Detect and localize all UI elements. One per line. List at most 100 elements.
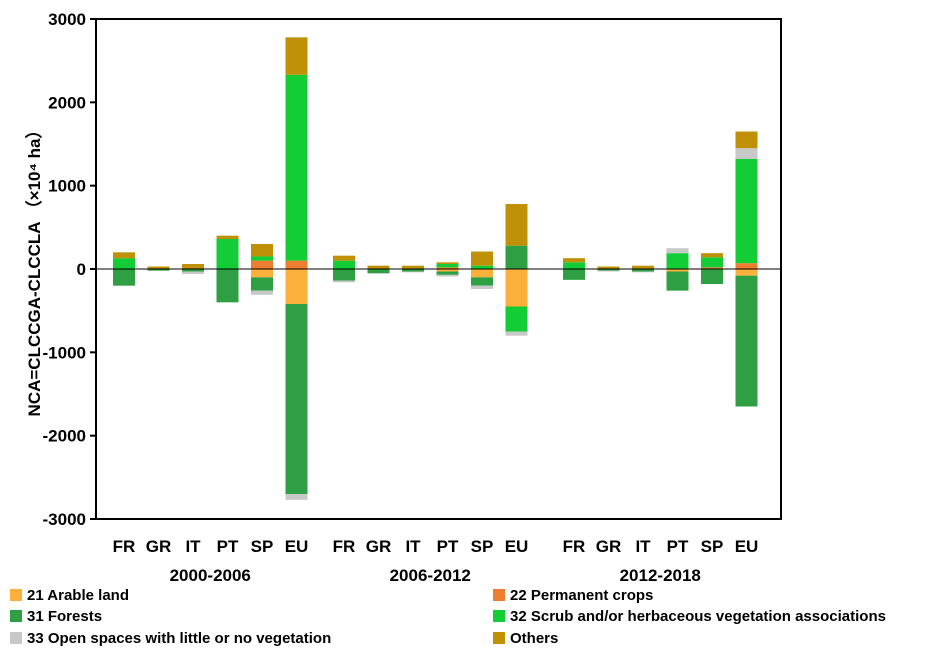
bar-segment [563,269,585,280]
bar-segment [251,260,273,269]
x-category-label: GR [366,537,392,556]
bar-segment [505,245,528,269]
bar-segment [701,267,723,269]
bar-segment [333,260,355,269]
bar-segment [597,266,620,269]
y-tick-label: 2000 [48,93,86,112]
bar-segment [436,262,459,264]
y-tick-label: -1000 [43,343,86,362]
legend-label: 33 Open spaces with little or no vegetat… [27,630,331,647]
bar-segment [436,269,459,272]
bar-segment [597,270,620,272]
bar-segment [701,253,723,258]
bar-segment [367,273,390,274]
bar-segment [216,239,239,269]
bar-segment [563,262,585,269]
axes-layer: 3000 2000 1000 0 -1000 -2000 -3000 NCA=CLCCGA-… [24,10,782,529]
x-group-label: 2012-2018 [620,566,701,585]
y-tick-label: -2000 [43,427,86,446]
legend-label: 31 Forests [27,608,102,625]
bar-segment [182,264,204,269]
bar-segment [701,257,723,268]
bar-segment [471,251,493,266]
bar-segment [735,131,758,149]
y-tick-label: 3000 [48,10,86,29]
x-category-label: IT [635,537,651,556]
bar-segment [285,269,308,304]
legend-swatch [493,589,505,601]
y-axis-ticks: 3000 2000 1000 0 -1000 -2000 -3000 [43,10,96,529]
bar-segment [666,271,689,291]
x-category-label: PT [667,537,689,556]
bar-segment [285,37,308,75]
bar-segment [333,280,355,283]
x-category-label: SP [471,537,494,556]
bar-segment [402,269,424,272]
bar-segment [182,271,204,274]
bar-segment [216,235,239,239]
legend-swatch [10,610,22,622]
x-category-label: SP [701,537,724,556]
legend: 21 Arable land 22 Permanent crops 31 Fores… [10,587,886,647]
x-category-label: IT [405,537,421,556]
bar-segment [505,204,528,246]
bar-segment [436,264,459,268]
bar-segment [632,269,654,272]
bar-segment [402,265,424,269]
bar-segment [147,266,170,269]
bar-segment [285,494,308,500]
x-group-label: 2006-2012 [390,566,471,585]
bar-segment [333,255,355,261]
bar-segment [735,275,758,407]
legend-swatch [493,632,505,644]
bar-segment [632,265,654,269]
bar-segment [285,304,308,494]
legend-label: 32 Scrub and/or herbaceous vegetation as… [510,608,886,625]
bar-segment [666,248,689,254]
legend-swatch [10,589,22,601]
bar-segment [436,271,459,275]
bar-segment [632,271,654,273]
bar-segment [251,277,273,291]
bar-segment [471,277,493,286]
x-category-label: FR [333,537,356,556]
bar-segment [505,306,528,332]
y-tick-label: 0 [77,260,86,279]
bar-segment [471,265,493,269]
bar-segment [251,290,273,295]
x-category-label: EU [735,537,759,556]
bar-segment [701,269,723,284]
x-group-label: 2000-2006 [170,566,251,585]
bar-segment [735,269,758,276]
bar-segment [471,285,493,289]
bar-segment [666,269,689,272]
bar-segment [735,148,758,159]
bar-segment [147,269,170,271]
x-category-label: PT [437,537,459,556]
bar-segment [251,256,273,261]
x-category-label: EU [285,537,309,556]
bar-segment [251,269,273,278]
bar-segment [735,263,758,269]
y-tick-label: -3000 [43,510,86,529]
legend-label: 22 Permanent crops [510,587,653,604]
bar-segment [216,269,239,303]
y-axis-label: NCA=CLCCGA-CLCCLA （×10⁴ ha） [24,122,44,417]
bar-segment [285,74,308,261]
bar-segment [367,269,390,274]
x-axis-labels: FR GR IT PT SP EU 2000-2006 FR GR IT PT SP EU 2006-20… [113,537,759,585]
legend-swatch [493,610,505,622]
bar-segment [285,260,308,269]
bar-segment [113,269,135,286]
bar-segment [367,265,390,269]
legend-label: Others [510,630,558,647]
legend-label: 21 Arable land [27,587,129,604]
bar-segment [735,159,758,264]
x-category-label: IT [185,537,201,556]
x-category-label: GR [146,537,172,556]
bar-segment [113,252,135,259]
x-category-label: FR [113,537,136,556]
x-category-label: EU [505,537,529,556]
bar-segment [666,253,689,269]
